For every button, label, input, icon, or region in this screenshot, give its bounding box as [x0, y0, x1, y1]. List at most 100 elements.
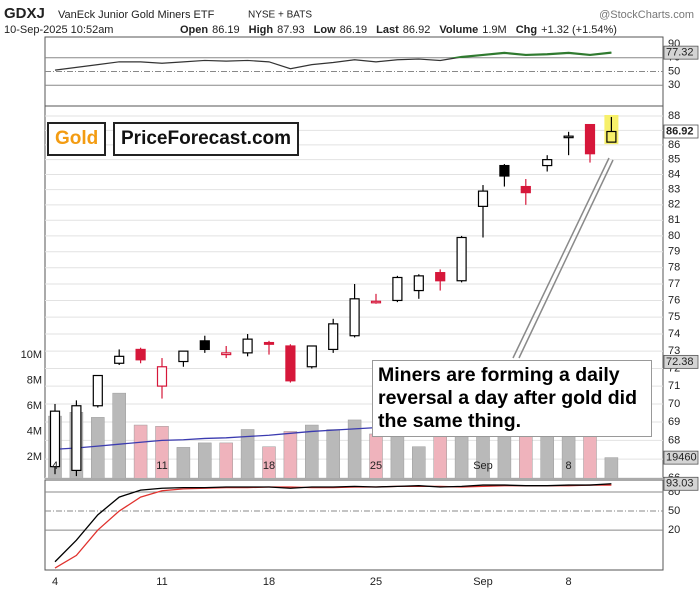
volume-bar: [347, 419, 362, 478]
y-tick-label: 68: [668, 434, 680, 446]
candle-body: [306, 345, 317, 368]
x-tick-label: 25: [370, 460, 382, 472]
y-tick-label: 86: [668, 139, 680, 151]
volume-tick-label: 10M: [21, 349, 42, 361]
volume-bar: [262, 446, 276, 478]
candle-body: [435, 272, 446, 282]
y-tick-label: 70: [668, 398, 680, 410]
rsi-overbought-line: [418, 51, 612, 58]
logo-gold: Gold: [47, 122, 107, 156]
quote-label: Low: [314, 24, 336, 36]
x-tick-label: 11: [156, 576, 167, 588]
quote-value: 86.92: [403, 24, 431, 36]
price-flag: 86.92: [666, 125, 694, 137]
volume-bar: [433, 431, 447, 478]
y-tick-label: 78: [668, 262, 680, 274]
candle-body: [456, 236, 467, 282]
candle-body: [263, 341, 275, 345]
quote-line: Open 86.19 High 87.93 Low 86.19 Last 86.92 Volum…: [180, 24, 617, 36]
x-tick-label: 25: [370, 576, 382, 588]
x-tick-label: 4: [52, 460, 58, 472]
y-tick-label: 75: [668, 311, 680, 323]
candle-body: [563, 135, 574, 139]
quote-label: Chg: [516, 24, 537, 36]
candle-body: [178, 350, 189, 363]
candle-body: [156, 366, 168, 387]
candle-body: [328, 323, 339, 351]
candle-body: [392, 276, 403, 302]
candle-body: [477, 190, 489, 207]
volume-bar: [133, 424, 148, 478]
volume-bar: [369, 433, 383, 478]
x-tick-label: 4: [52, 576, 58, 588]
rsi-tick-label: 50: [668, 65, 680, 77]
volume-tick-label: 6M: [27, 400, 42, 412]
y-tick-label: 83: [668, 183, 680, 195]
candle-body: [221, 352, 232, 356]
x-tick-label: 11: [156, 460, 167, 472]
timestamp: 10-Sep-2025 10:52am: [4, 24, 113, 36]
candle-body: [71, 405, 82, 471]
candle-body: [606, 130, 617, 143]
candle-body: [370, 300, 382, 304]
price-flag-box: [663, 124, 699, 139]
stoch-flag-box: [663, 476, 699, 491]
y-tick-label: 74: [668, 328, 680, 340]
source: @StockCharts.com: [599, 9, 694, 21]
rsi-flag: 77.32: [666, 47, 694, 59]
volume-tick-label: 8M: [27, 374, 42, 386]
x-tick-label: 8: [566, 576, 572, 588]
volume-bar: [155, 426, 169, 478]
y-tick-label: 80: [668, 230, 680, 242]
y-tick-label: 81: [668, 214, 680, 226]
y-tick-label: 84: [668, 168, 680, 180]
quote-label: High: [249, 24, 274, 36]
quote-value: 87.93: [277, 24, 305, 36]
candle-body: [199, 340, 210, 351]
volume-bar: [176, 447, 191, 478]
security-name: VanEck Junior Gold Miners ETF: [58, 9, 215, 21]
x-tick-label: Sep: [473, 576, 493, 588]
logo-site: PriceForecast.com: [113, 122, 300, 156]
x-tick-label: Sep: [473, 460, 493, 472]
volume-bar: [219, 442, 233, 478]
price-flag: 72.38: [666, 356, 694, 368]
candle-body: [135, 348, 146, 361]
candle-body: [242, 338, 253, 354]
candle-body: [542, 159, 553, 167]
quote-value: +1.32 (+1.54%): [541, 24, 617, 36]
quote-value: 86.19: [340, 24, 368, 36]
stoch-tick-label: 20: [668, 524, 680, 536]
x-tick-label: 8: [566, 460, 572, 472]
volume-flag-box: [663, 450, 699, 465]
quote-value: 86.19: [212, 24, 240, 36]
y-tick-label: 73: [668, 345, 680, 357]
exchange: NYSE + BATS: [248, 10, 312, 21]
candle-body: [499, 164, 510, 177]
volume-bar: [283, 431, 298, 478]
x-tick-label: 18: [263, 460, 275, 472]
symbol: GDXJ: [4, 5, 45, 22]
price-flag-box: [663, 354, 699, 369]
stoch-k-line: [54, 483, 612, 563]
annotation-connector: [512, 157, 610, 359]
candle-body: [413, 275, 424, 292]
volume-bar: [240, 429, 255, 478]
stoch-panel: [44, 479, 664, 571]
volume-bar: [112, 392, 126, 478]
candle-body: [349, 298, 360, 337]
volume-bar: [326, 429, 340, 478]
quote-label: Last: [376, 24, 399, 36]
volume-bar: [604, 457, 619, 478]
volume-tick-label: 4M: [27, 425, 42, 437]
y-tick-label: 88: [668, 110, 680, 122]
x-tick-label: 18: [263, 576, 275, 588]
y-tick-label: 77: [668, 278, 680, 290]
stoch-tick-label: 50: [668, 505, 680, 517]
rsi-tick-label: 30: [668, 79, 680, 91]
rsi-flag-box: [663, 45, 699, 60]
quote-value: 1.9M: [482, 24, 506, 36]
y-tick-label: 69: [668, 416, 680, 428]
candle-body: [92, 374, 103, 407]
